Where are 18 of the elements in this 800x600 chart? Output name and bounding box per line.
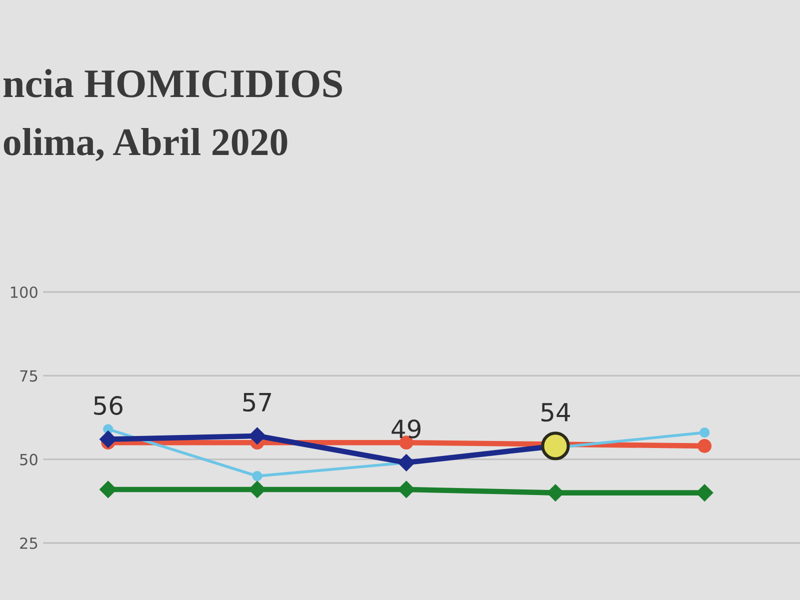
data-label: 54 [541,403,570,422]
data-label: 56 [94,396,122,415]
point [398,454,415,472]
point [252,470,262,482]
point [248,427,266,444]
point [541,432,570,460]
y-tick-label: 50 [20,454,38,466]
chart-title: ncia HOMICIDIOS [3,69,342,98]
chart-subtitle: olima, Abril 2020 [4,128,288,162]
point [698,439,712,453]
point [700,427,710,438]
point [100,430,117,448]
data-label: 57 [243,393,271,412]
y-tick-label: 75 [20,370,38,382]
y-tick-label: 100 [10,286,38,298]
y-tick-label: 25 [20,537,38,550]
point [696,484,714,502]
data-label: 49 [392,419,420,438]
